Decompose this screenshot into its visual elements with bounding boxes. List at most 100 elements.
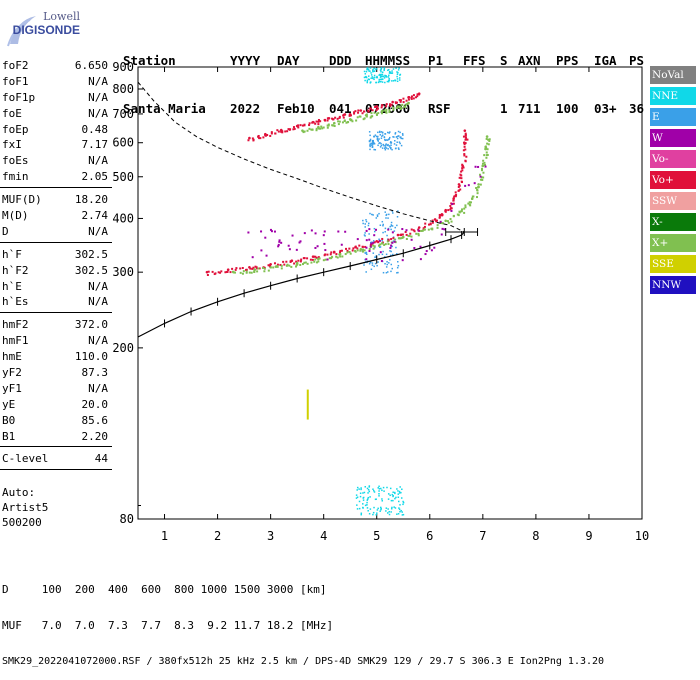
echo-point-nne bbox=[371, 241, 373, 243]
echo-point-nne bbox=[373, 70, 376, 73]
auto-program: Artist5 bbox=[2, 501, 49, 514]
echo-point-w bbox=[440, 233, 443, 236]
electron-density-profile bbox=[137, 231, 465, 338]
footer-file-row: SMK29_2022041072000.RSF / 380fx512h 25 k… bbox=[2, 656, 605, 667]
echo-point bbox=[282, 260, 285, 263]
echo-data-point bbox=[481, 164, 485, 168]
echo-point bbox=[297, 126, 300, 129]
echo-point-w bbox=[251, 256, 254, 259]
echo-point bbox=[485, 156, 488, 159]
echo-point-nne bbox=[388, 72, 391, 74]
echo-point-nne bbox=[365, 220, 368, 223]
echo-point-nne bbox=[373, 141, 375, 144]
echo-point-nne bbox=[398, 141, 401, 143]
x-tick-label: 2 bbox=[214, 529, 221, 543]
echo-point-nne bbox=[390, 147, 392, 150]
echo-point bbox=[462, 166, 465, 169]
echo-point bbox=[214, 272, 217, 275]
echo-point bbox=[390, 103, 393, 106]
echo-point-nne bbox=[363, 491, 366, 494]
echo-point bbox=[461, 208, 464, 211]
echo-point-nne bbox=[401, 514, 404, 516]
echo-data-point bbox=[460, 209, 463, 213]
echo-point-nne bbox=[371, 145, 374, 147]
echo-point-nne bbox=[372, 77, 374, 80]
header-value-11: 36 bbox=[629, 101, 645, 116]
legend-item-voplus: Vo+ bbox=[650, 171, 696, 189]
echo-point-w bbox=[369, 245, 372, 248]
echo-point bbox=[217, 271, 220, 274]
echo-point bbox=[464, 206, 467, 209]
echo-point bbox=[324, 253, 327, 256]
echo-point-w bbox=[405, 229, 408, 232]
echo-point-nne bbox=[375, 76, 377, 79]
echo-point-nne bbox=[390, 72, 392, 74]
echo-point-nne bbox=[369, 212, 371, 215]
echo-point bbox=[245, 268, 248, 271]
echo-point bbox=[234, 268, 237, 271]
echo-point-nne bbox=[390, 507, 393, 510]
echo-point-nne bbox=[374, 148, 377, 151]
echo-point-w bbox=[467, 184, 470, 187]
echo-point-nne bbox=[388, 510, 390, 513]
echo-point bbox=[339, 249, 342, 252]
echo-point-nne bbox=[370, 77, 372, 80]
echo-data-point bbox=[401, 235, 405, 239]
param-value: 18.20 bbox=[74, 193, 108, 207]
echo-point bbox=[438, 215, 441, 218]
echo-point-nne bbox=[391, 493, 394, 496]
legend-item-w: W bbox=[650, 129, 696, 147]
echo-point-nne bbox=[363, 70, 366, 73]
echo-point bbox=[369, 107, 372, 110]
echo-point bbox=[408, 234, 411, 237]
echo-point bbox=[398, 99, 401, 102]
polarization-legend: NoVal NNE E W Vo- Vo+ SSW X- X+ SSE NNW bbox=[650, 66, 696, 297]
echo-point-nne bbox=[382, 75, 384, 77]
echo-point bbox=[469, 201, 472, 204]
echo-point-nne bbox=[370, 268, 373, 271]
echo-point bbox=[453, 195, 456, 198]
echo-point-nne bbox=[388, 132, 390, 134]
param-row-MUFD: MUF(D) 18.20 bbox=[0, 192, 112, 208]
echo-point-nne bbox=[385, 75, 387, 77]
echo-point bbox=[336, 256, 339, 259]
echo-point-nne bbox=[387, 148, 389, 150]
echo-point bbox=[247, 139, 250, 142]
echo-point-nne bbox=[386, 261, 388, 263]
echo-point bbox=[361, 112, 364, 115]
echo-point-w bbox=[393, 240, 396, 243]
echo-data-point bbox=[295, 261, 299, 265]
echo-point-w bbox=[365, 229, 368, 232]
auto-version: 500200 bbox=[2, 516, 42, 529]
footer-distance-row: D 100 200 400 600 800 1000 1500 3000 [km… bbox=[2, 583, 327, 596]
header-label-9: PPS bbox=[556, 53, 579, 68]
echo-point bbox=[416, 95, 419, 98]
echo-point-nne bbox=[371, 142, 374, 145]
header-value-9: 100 bbox=[556, 101, 579, 116]
echo-point bbox=[405, 237, 408, 240]
param-row-MD: M(D) 2.74 bbox=[0, 208, 112, 224]
echo-point bbox=[446, 220, 449, 223]
echo-point-nne bbox=[367, 492, 369, 494]
echo-point bbox=[251, 137, 254, 140]
echo-point-nne bbox=[402, 503, 404, 506]
echo-point-w bbox=[372, 241, 375, 244]
echo-point-w bbox=[280, 241, 283, 244]
echo-point-nne bbox=[391, 148, 393, 151]
param-name: hmF2 bbox=[2, 318, 29, 332]
echo-point bbox=[317, 123, 320, 126]
echo-point bbox=[486, 153, 489, 156]
echo-point-nne bbox=[373, 74, 376, 77]
param-row-hmF2: hmF2 372.0 bbox=[0, 317, 112, 333]
echo-point bbox=[319, 120, 322, 123]
echo-point-nne bbox=[396, 75, 398, 78]
header-label-11: PS bbox=[629, 53, 645, 68]
echo-point-nne bbox=[387, 68, 390, 71]
echo-point-nne bbox=[371, 262, 374, 264]
echo-point-nne bbox=[368, 513, 371, 515]
param-separator bbox=[0, 446, 112, 451]
echo-point-nne bbox=[392, 212, 394, 214]
param-name: foE bbox=[2, 106, 22, 120]
echo-point-nne bbox=[388, 77, 390, 80]
echo-point-nne bbox=[397, 271, 399, 274]
